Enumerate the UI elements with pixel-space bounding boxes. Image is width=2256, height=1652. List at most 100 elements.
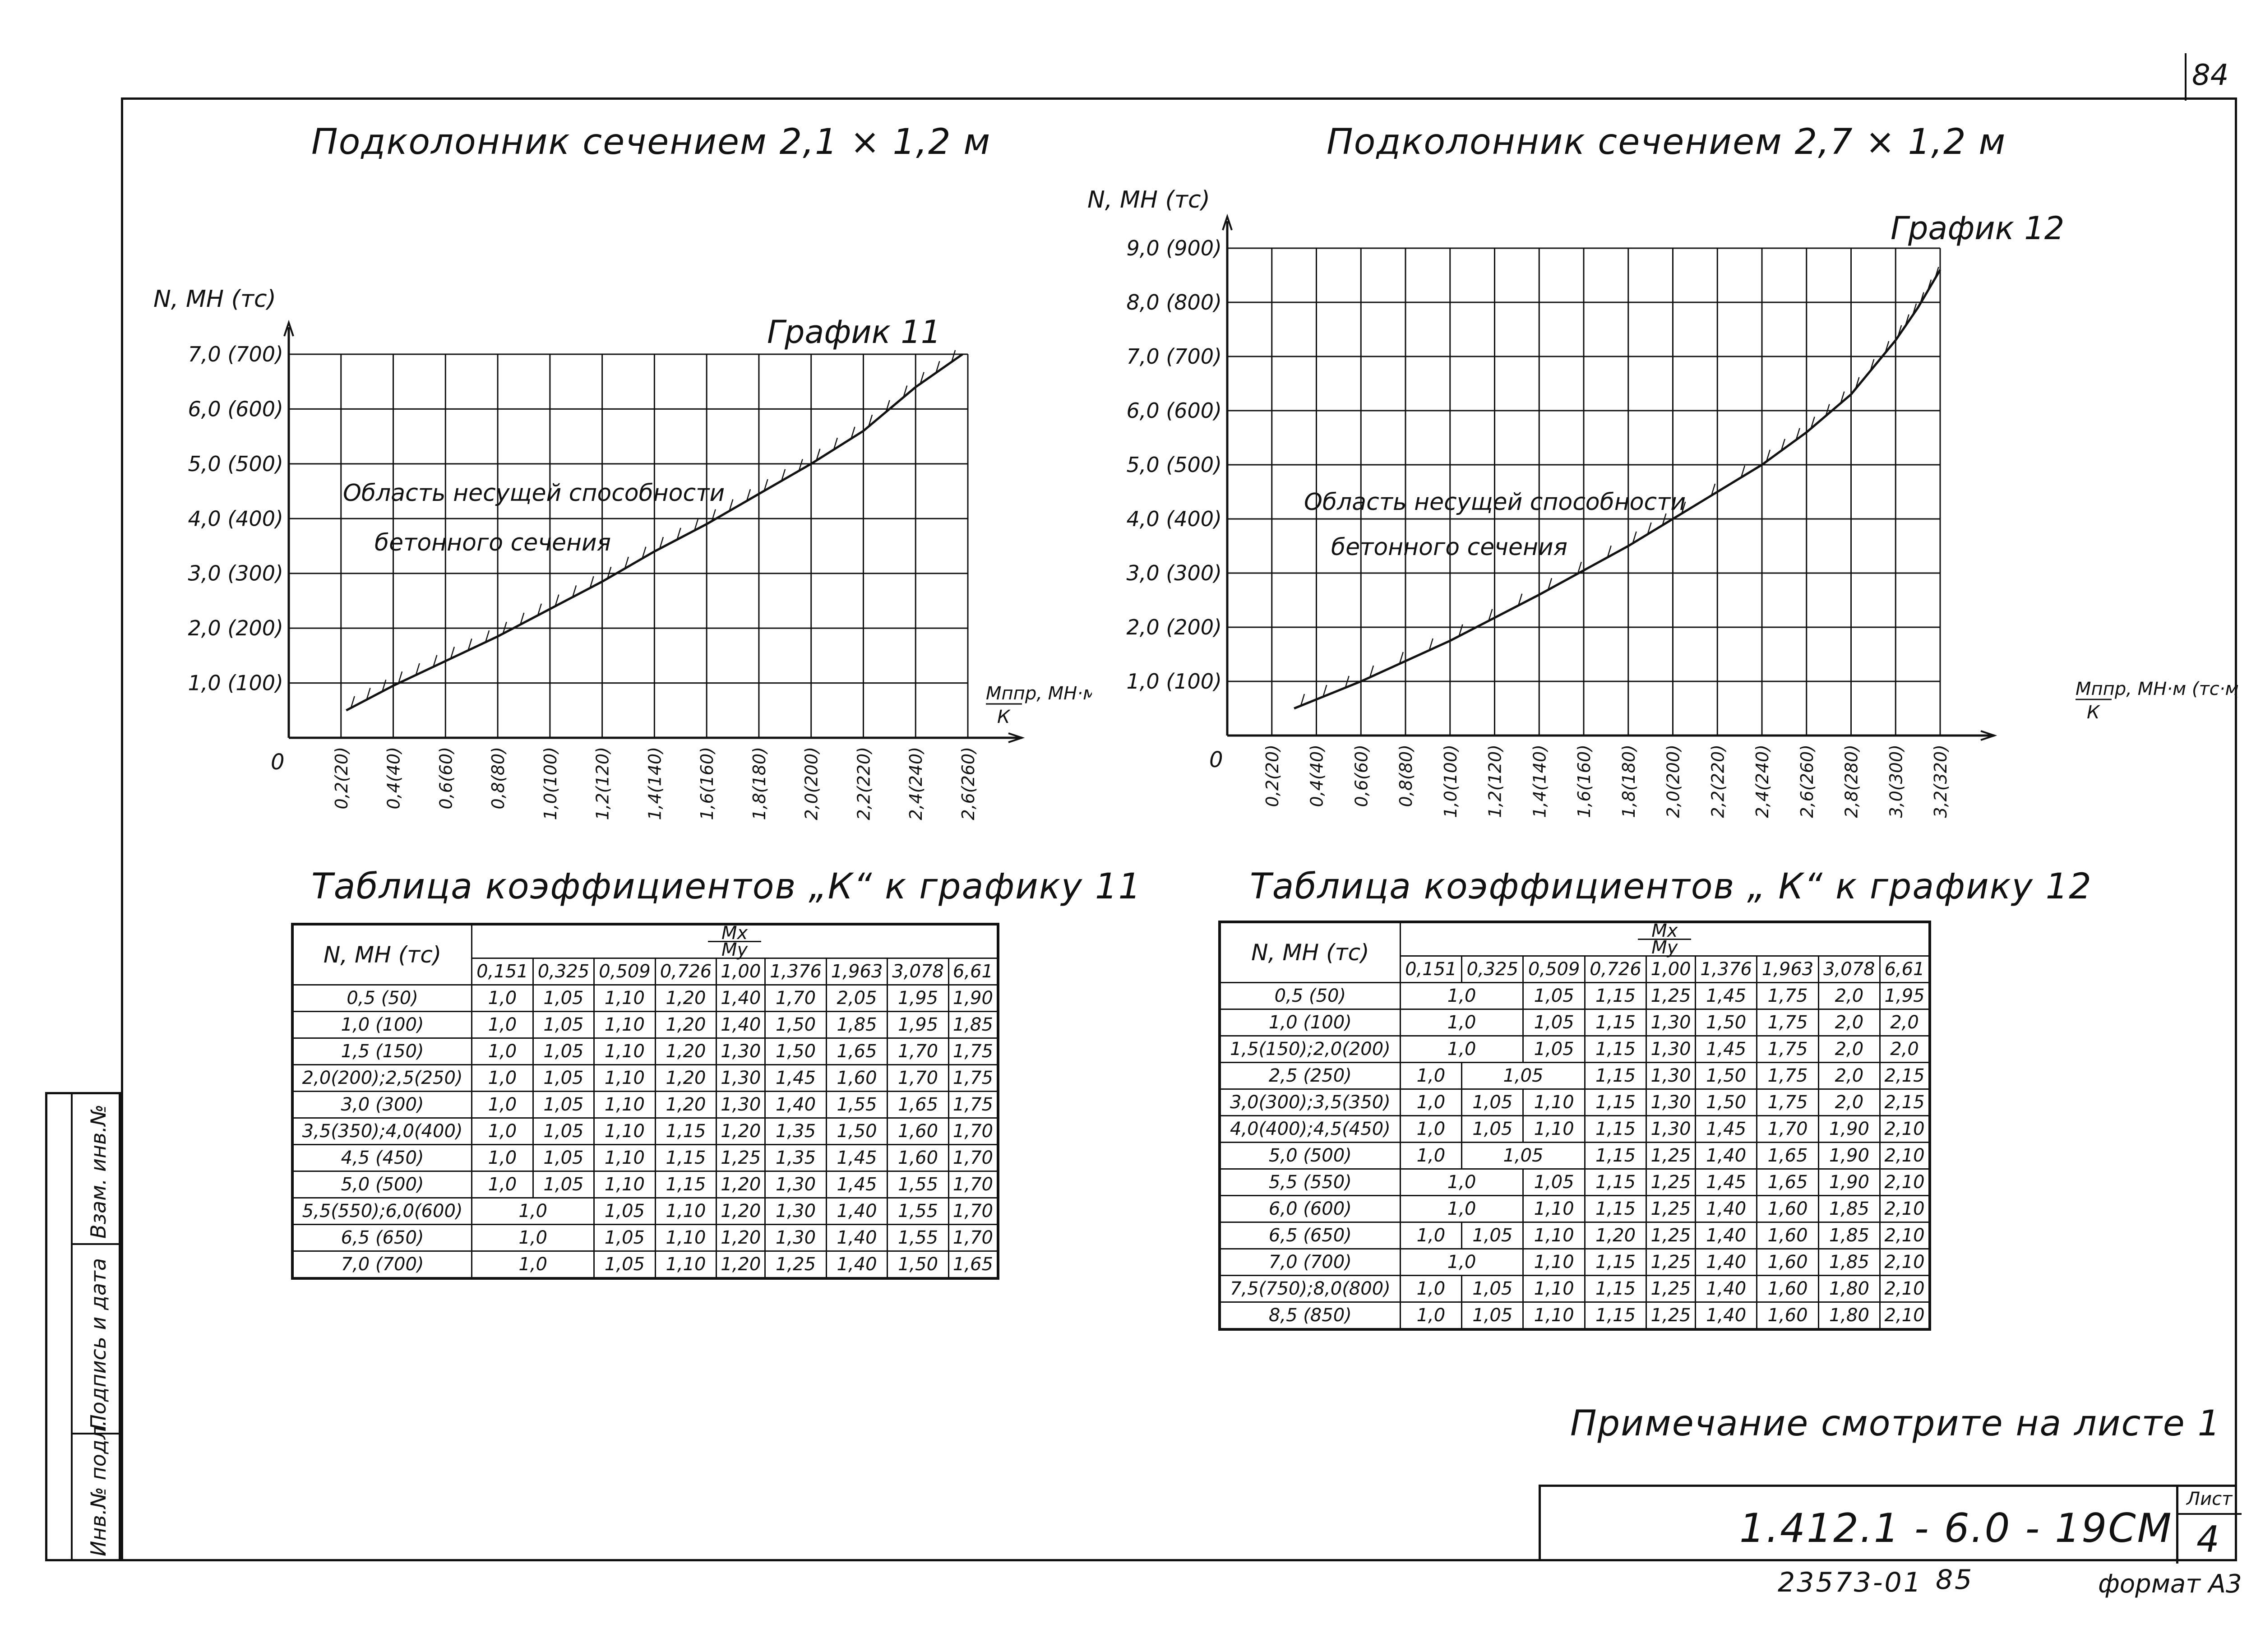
- table-cell: 1,30: [716, 1064, 766, 1092]
- table-cell: 1,40: [1694, 1195, 1758, 1223]
- table-cell: 1,25: [1646, 1248, 1696, 1276]
- table-cell: 1,15: [1584, 1195, 1647, 1223]
- table-column-row: 0,151 0,325 0,509 0,726 1,00 1,376 1,963 3,078 6…: [292, 958, 999, 986]
- table-cell: 1,70: [887, 1037, 949, 1065]
- table-row: 5,0 (500) 1,0 1,05 1,15 1,25 1,40 1,65 1,90 2,10: [1219, 1142, 1931, 1170]
- x-tick-label: 0,4(40): [1307, 745, 1327, 807]
- table-cell: 2,10: [1879, 1115, 1931, 1143]
- page-number-divider: [2185, 53, 2187, 101]
- table-row: 7,0 (700) 1,0 1,10 1,15 1,25 1,40 1,60 1,85 2,10: [1219, 1248, 1931, 1276]
- hatch-mark: [935, 361, 940, 373]
- x-tick-label: 0,2(20): [1262, 745, 1282, 807]
- table-row: 0,5 (50) 1,0 1,05 1,10 1,20 1,40 1,70 2,05 1,95 1…: [291, 984, 999, 1012]
- hatch-mark: [642, 546, 647, 559]
- region-label-line-2: бетонного сечения: [374, 529, 611, 556]
- table-cell: 1,05: [1461, 1062, 1586, 1090]
- table-row: 6,5 (650) 1,0 1,05 1,10 1,20 1,25 1,40 1,60 1,85…: [1219, 1222, 1931, 1249]
- hatch-mark: [1855, 377, 1860, 389]
- table-cell: 1,55: [887, 1197, 949, 1225]
- table-cell: 1,10: [1522, 1115, 1586, 1143]
- table-cell: 1,0: [1399, 982, 1524, 1010]
- ratio-numerator: Мх: [1638, 922, 1692, 940]
- column-header-cell: 0,726: [1584, 955, 1647, 983]
- hatch-mark: [572, 585, 577, 597]
- region-label: Область несущей способности: [1304, 489, 1686, 516]
- table-row: 4,0(400);4,5(450) 1,0 1,05 1,10 1,15 1,30 1,45…: [1219, 1115, 1931, 1143]
- ratio-header-cell: Мх Му: [1399, 921, 1931, 957]
- table-row: 3,0 (300) 1,0 1,05 1,10 1,20 1,30 1,40 1,55 1,65…: [291, 1091, 999, 1119]
- table-cell: 1,0: [1399, 1062, 1463, 1090]
- table-cell: 1,0: [471, 1091, 534, 1119]
- table-cell: 1,0: [471, 1117, 534, 1145]
- y-tick-label: 3,0 (300): [1127, 561, 1222, 585]
- hatch-mark: [833, 437, 838, 450]
- hatch-mark: [450, 647, 455, 659]
- x-axis-arrow: [1980, 730, 1997, 741]
- table-12: N, МН (тс) Мх Му 0,151 0,325 0,509 0,726 1,00 1,…: [1218, 921, 1931, 1331]
- table-cell: 1,0: [1399, 1035, 1524, 1063]
- hatch-mark: [1710, 483, 1716, 496]
- table-cell: 1,70: [764, 984, 827, 1012]
- table-cell: 1,75: [1756, 1035, 1819, 1063]
- table-cell: 2,10: [1879, 1275, 1931, 1303]
- table-cell: 1,05: [532, 1037, 595, 1065]
- row-label-cell: 0,5 (50): [291, 984, 473, 1012]
- column-header-cell: 0,325: [532, 958, 595, 986]
- table-cell: 2,10: [1879, 1168, 1931, 1196]
- archive-code: 23573-01: [1778, 1567, 1923, 1598]
- y-tick-label: 5,0 (500): [188, 452, 283, 476]
- row-label-cell: 1,0 (100): [1219, 1009, 1401, 1037]
- table-cell: 1,90: [1817, 1115, 1881, 1143]
- table-cell: 1,70: [948, 1117, 999, 1145]
- table-cell: 1,0: [471, 1037, 534, 1065]
- title-block: 1.412.1 - 6.0 - 19СМ Лист 4: [1539, 1485, 2242, 1564]
- y-axis-label: N, МН (тс): [1087, 186, 1210, 213]
- table-cell: 1,15: [1584, 1115, 1647, 1143]
- table-cell: 1,0: [1399, 1168, 1524, 1196]
- x-tick-label: 2,2(220): [854, 747, 874, 820]
- hatch-mark: [1322, 685, 1327, 697]
- row-header-cell: N, МН (тс): [1219, 921, 1401, 983]
- table-cell: 2,05: [825, 984, 888, 1012]
- table-cell: 1,20: [654, 1037, 717, 1065]
- table-cell: 1,55: [825, 1091, 888, 1119]
- table-cell: 2,0: [1879, 1009, 1931, 1037]
- table-cell: 2,10: [1879, 1222, 1931, 1249]
- table-cell: 1,10: [593, 1117, 656, 1145]
- hatch-mark: [382, 680, 387, 692]
- table-cell: 1,65: [1756, 1142, 1819, 1170]
- sidebar-replace-label: Взам. инв.№: [86, 1104, 111, 1239]
- table-header-row: N, МН (тс) Мх Му: [1219, 921, 1931, 983]
- table-cell: 1,60: [1756, 1248, 1819, 1276]
- table-cell: 1,60: [1756, 1275, 1819, 1303]
- table-cell: 1,10: [1522, 1248, 1586, 1276]
- hatch-mark: [1897, 325, 1902, 338]
- hatch-mark: [659, 537, 664, 549]
- table-cell: 1,90: [948, 984, 999, 1012]
- hatch-mark: [1934, 267, 1939, 279]
- hatch-mark: [763, 479, 768, 491]
- hatch-mark: [1905, 314, 1909, 327]
- table-cell: 1,10: [593, 1091, 656, 1119]
- y-tick-label: 3,0 (300): [188, 561, 283, 586]
- table-cell: 1,25: [1646, 1195, 1696, 1223]
- table-cell: 1,0: [1399, 1301, 1463, 1330]
- hatch-mark: [903, 385, 908, 398]
- x-tick-label: 2,8(280): [1842, 745, 1862, 818]
- row-label-cell: 3,0(300);3,5(350): [1219, 1088, 1401, 1116]
- x-tick-label: 1,8(180): [749, 747, 769, 820]
- table-cell: 1,05: [532, 1064, 595, 1092]
- row-label-cell: 6,5 (650): [291, 1224, 473, 1252]
- hatch-mark: [1740, 465, 1746, 478]
- table-cell: 1,70: [948, 1197, 999, 1225]
- table-cell: 1,0: [471, 1011, 534, 1039]
- table-cell: 1,65: [887, 1091, 949, 1119]
- hatch-mark: [798, 459, 803, 471]
- table-cell: 1,0: [1399, 1222, 1463, 1249]
- row-label-cell: 5,5(550);6,0(600): [291, 1197, 473, 1225]
- table-cell: 1,0: [1399, 1248, 1524, 1276]
- hatch-mark: [1577, 561, 1582, 574]
- row-label-cell: 1,0 (100): [291, 1011, 473, 1039]
- x-axis-arrow: [1008, 732, 1025, 743]
- table-cell: 1,85: [1817, 1248, 1881, 1276]
